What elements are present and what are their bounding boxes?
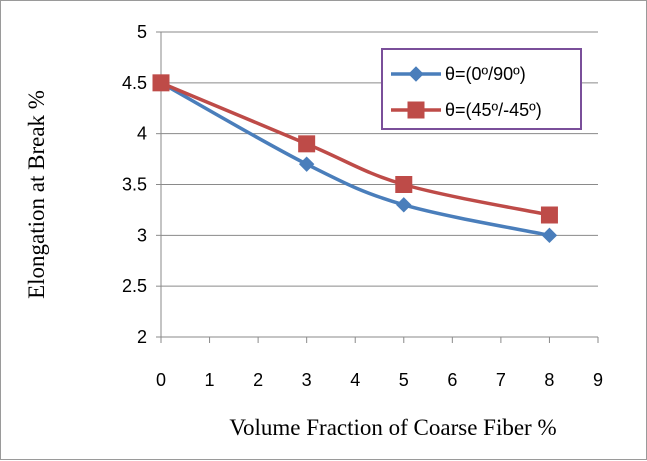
legend-item-2: θ=(45º/-45º) <box>391 100 542 120</box>
y-tick-label: 2 <box>137 327 147 347</box>
legend-marker <box>408 66 424 82</box>
series-line <box>160 81 550 217</box>
gridlines <box>161 31 598 287</box>
legend-label: θ=(45º/-45º) <box>445 100 542 120</box>
data-point <box>152 74 170 92</box>
series-2 <box>152 74 558 224</box>
y-tick-label: 5 <box>137 22 147 42</box>
x-tick-label: 5 <box>399 370 409 390</box>
data-point <box>395 176 413 193</box>
y-tick-labels: 2 2.5 3 3.5 4 4.5 5 <box>122 22 147 347</box>
y-tick-label: 4.5 <box>122 73 147 93</box>
x-tick-labels: 0 1 2 3 4 5 6 7 8 9 <box>156 370 603 390</box>
x-tick-label: 4 <box>350 370 360 390</box>
x-tick-label: 2 <box>253 370 263 390</box>
y-tick-label: 2.5 <box>122 276 147 296</box>
x-tick-label: 7 <box>496 370 506 390</box>
legend-marker <box>407 101 425 119</box>
x-tick-label: 0 <box>156 370 166 390</box>
legend: θ=(0º/90º) θ=(45º/-45º) <box>381 48 582 130</box>
series-group <box>152 74 558 244</box>
series-line <box>160 81 550 238</box>
legend-label: θ=(0º/90º) <box>445 64 526 84</box>
x-tick-label: 1 <box>205 370 215 390</box>
legend-item-1: θ=(0º/90º) <box>391 64 526 84</box>
y-tick-label: 3.5 <box>122 175 147 195</box>
data-point <box>540 206 558 224</box>
x-tick-label: 8 <box>544 370 554 390</box>
x-tick-label: 6 <box>447 370 457 390</box>
x-tick-label: 3 <box>302 370 312 390</box>
data-point <box>298 135 316 153</box>
x-axis-label: Volume Fraction of Coarse Fiber % <box>229 415 556 440</box>
data-point <box>298 156 315 172</box>
x-tick-label: 9 <box>593 370 603 390</box>
y-tick-label: 3 <box>137 225 147 245</box>
y-axis-label: Elongation at Break % <box>24 90 49 299</box>
y-tick-label: 4 <box>137 124 147 144</box>
data-point <box>396 197 412 213</box>
data-point <box>541 227 558 244</box>
